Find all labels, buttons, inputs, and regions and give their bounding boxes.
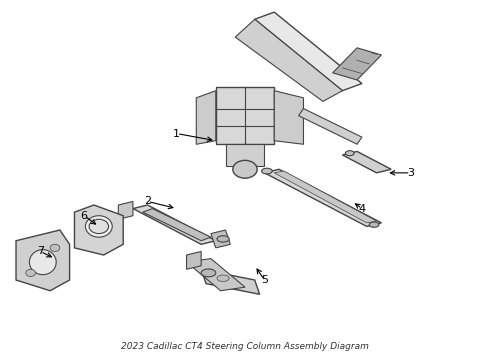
Ellipse shape [201, 269, 216, 277]
Polygon shape [143, 208, 211, 241]
Polygon shape [333, 48, 381, 80]
Polygon shape [211, 230, 230, 248]
Text: 3: 3 [407, 168, 414, 178]
Ellipse shape [369, 222, 379, 227]
Text: 2: 2 [144, 197, 151, 206]
Polygon shape [343, 152, 391, 173]
Polygon shape [216, 87, 274, 144]
Text: 1: 1 [173, 129, 180, 139]
Ellipse shape [345, 151, 354, 156]
Circle shape [233, 160, 257, 178]
Ellipse shape [29, 249, 56, 275]
Text: 6: 6 [81, 211, 88, 221]
Polygon shape [255, 12, 362, 91]
Polygon shape [265, 169, 381, 226]
Polygon shape [74, 205, 123, 255]
Ellipse shape [217, 275, 229, 282]
Ellipse shape [262, 168, 272, 174]
Ellipse shape [217, 236, 229, 242]
Polygon shape [201, 269, 260, 294]
Text: 7: 7 [37, 247, 44, 256]
Polygon shape [274, 171, 376, 223]
Ellipse shape [85, 216, 112, 237]
Polygon shape [298, 109, 362, 144]
Polygon shape [274, 91, 303, 144]
Text: 5: 5 [261, 275, 268, 285]
Polygon shape [133, 205, 216, 244]
Circle shape [89, 219, 109, 234]
Polygon shape [235, 19, 343, 102]
Text: 2023 Cadillac CT4 Steering Column Assembly Diagram: 2023 Cadillac CT4 Steering Column Assemb… [121, 342, 369, 351]
Polygon shape [187, 258, 245, 291]
Circle shape [50, 244, 60, 251]
Polygon shape [225, 144, 265, 166]
Polygon shape [16, 230, 70, 291]
Text: 4: 4 [358, 203, 366, 213]
Polygon shape [118, 202, 133, 219]
Polygon shape [196, 91, 216, 144]
Polygon shape [187, 251, 201, 269]
Circle shape [26, 269, 35, 276]
